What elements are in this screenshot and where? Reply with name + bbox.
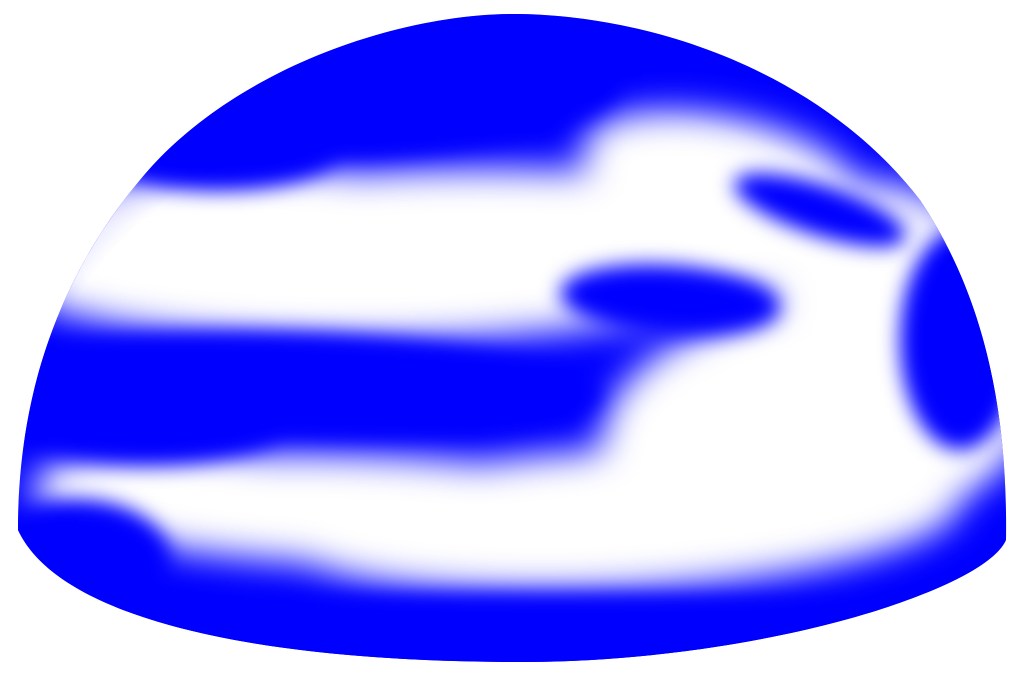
dome-surface <box>18 13 1007 662</box>
dome-svg <box>18 13 1007 662</box>
dome-render <box>18 13 1007 662</box>
